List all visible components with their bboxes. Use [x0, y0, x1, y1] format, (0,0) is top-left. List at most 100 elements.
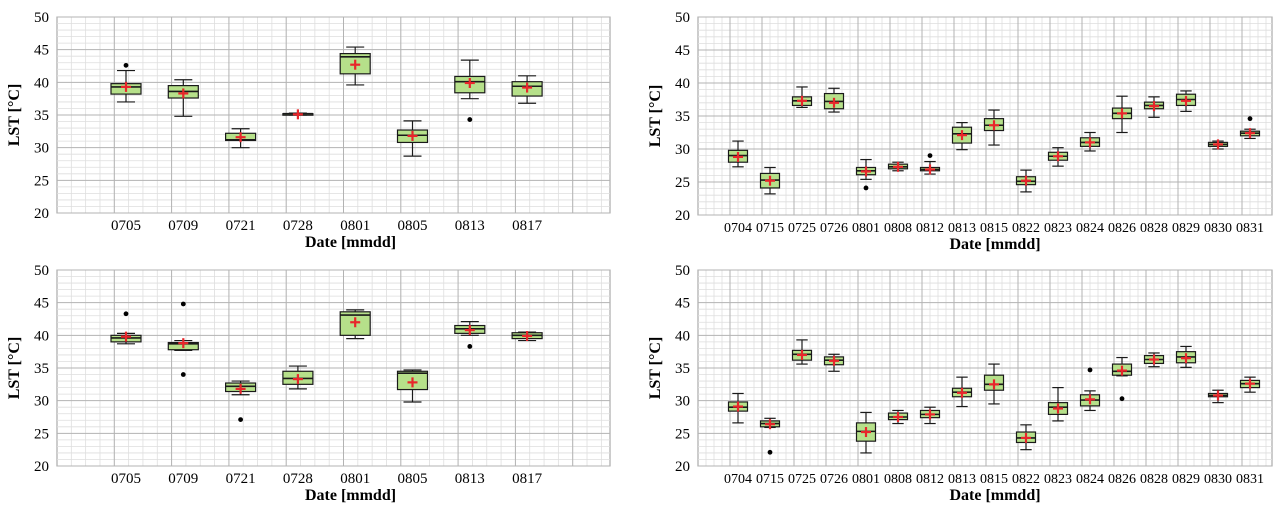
y-axis-label: LST [°C]	[647, 337, 664, 400]
y-tick-label: 25	[675, 426, 690, 442]
outlier-point	[863, 185, 869, 191]
box-0826	[1111, 356, 1133, 402]
box-0808	[887, 161, 909, 172]
x-tick-label: 0721	[226, 471, 256, 487]
box-0801	[339, 46, 371, 86]
box-0829	[1175, 90, 1197, 112]
y-tick-label: 30	[34, 394, 49, 410]
x-tick-label: 0725	[788, 472, 816, 487]
box-0801	[855, 158, 877, 191]
x-tick-label: 0817	[512, 471, 543, 487]
x-tick-label: 0829	[1172, 221, 1200, 236]
x-tick-label: 0728	[283, 471, 313, 487]
outlier-point	[180, 301, 186, 307]
box-0812	[919, 153, 941, 175]
y-tick-label: 40	[34, 328, 49, 344]
box-0728	[282, 109, 314, 120]
y-tick-label: 50	[34, 263, 49, 279]
y-tick-label: 45	[34, 296, 49, 312]
x-tick-label: 0828	[1140, 472, 1168, 487]
x-tick-label: 0826	[1108, 472, 1136, 487]
box-0823	[1047, 147, 1069, 167]
x-tick-label: 0824	[1076, 472, 1104, 487]
y-tick-label: 35	[34, 361, 49, 377]
box-0725	[791, 339, 813, 365]
x-tick-label: 0805	[398, 471, 428, 487]
outlier-point	[1247, 116, 1253, 122]
x-tick-label: 0715	[756, 472, 784, 487]
x-tick-label: 0822	[1012, 221, 1040, 236]
box-0721	[225, 380, 257, 423]
box-0728	[282, 365, 314, 390]
box-0801	[855, 411, 877, 454]
box-0830	[1207, 389, 1229, 404]
x-tick-label: 0823	[1044, 221, 1072, 236]
x-tick-label: 0812	[916, 221, 944, 236]
x-axis-label: Date [mmdd]	[305, 234, 396, 251]
box-0801	[339, 309, 371, 340]
box-0824	[1079, 367, 1101, 412]
y-tick-label: 20	[675, 459, 690, 475]
box-0831	[1239, 116, 1261, 140]
x-tick-label: 0725	[788, 221, 816, 236]
box-0823	[1047, 387, 1069, 422]
x-tick-label: 0726	[820, 221, 848, 236]
box-0704	[727, 140, 749, 168]
x-tick-label: 0801	[852, 221, 880, 236]
x-tick-label: 0808	[884, 472, 912, 487]
x-tick-label: 0831	[1236, 221, 1264, 236]
box-0805	[396, 120, 429, 157]
x-tick-label: 0830	[1204, 221, 1232, 236]
outlier-point	[767, 449, 773, 455]
x-tick-label: 0813	[948, 221, 976, 236]
box-0726	[823, 87, 845, 113]
x-tick-label: 0813	[455, 471, 485, 487]
x-tick-label: 0728	[283, 218, 313, 234]
x-tick-label: 0829	[1172, 472, 1200, 487]
box-0721	[225, 128, 257, 149]
box-0830	[1207, 139, 1229, 150]
box-0726	[823, 353, 845, 372]
outlier-point	[467, 344, 473, 349]
y-tick-label: 40	[34, 75, 49, 91]
box-0705	[110, 311, 142, 345]
x-axis-label: Date [mmdd]	[949, 236, 1040, 253]
y-tick-label: 50	[675, 10, 690, 26]
box-0704	[727, 392, 749, 424]
outlier-point	[123, 62, 129, 68]
y-axis-label: LST [°C]	[647, 85, 664, 148]
outlier-point	[123, 311, 129, 317]
x-tick-label: 0805	[398, 218, 428, 234]
box-0815	[983, 109, 1005, 146]
x-tick-label: 0828	[1140, 221, 1168, 236]
x-tick-label: 0801	[852, 472, 880, 487]
y-tick-label: 50	[34, 10, 49, 26]
box-0813	[951, 376, 973, 408]
x-tick-label: 0815	[980, 221, 1008, 236]
outlier-point	[927, 153, 933, 159]
y-tick-label: 35	[34, 108, 49, 124]
x-tick-label: 0813	[455, 218, 485, 234]
box-0815	[983, 363, 1005, 405]
x-tick-label: 0726	[820, 472, 848, 487]
chart-1: 20 25 30 35 40 45 50 LST [°C] 0705 0709 0721 0728 08…	[6, 10, 611, 251]
box-0705	[110, 62, 142, 103]
chart-3: 20 25 30 35 40 45 50 LST [°C] 0705 0709 0721 0728 08…	[6, 263, 611, 504]
y-tick-label: 35	[675, 109, 690, 125]
outlier-point	[1119, 396, 1125, 402]
box-0805	[396, 369, 429, 403]
box-0709	[167, 301, 199, 377]
box-0813	[454, 59, 486, 122]
x-tick-label: 0709	[168, 218, 198, 234]
box-0826	[1111, 95, 1133, 134]
box-0822	[1015, 169, 1037, 193]
outlier-point	[238, 417, 244, 423]
x-tick-label: 0831	[1236, 472, 1264, 487]
x-tick-label: 0823	[1044, 472, 1072, 487]
y-tick-label: 25	[34, 426, 49, 442]
chart-2: 20 25 30 35 40 45 50 LST [°C] 0704 0715 0725 0726 08…	[647, 10, 1273, 253]
x-tick-label: 0812	[916, 472, 944, 487]
y-tick-label: 45	[675, 296, 690, 312]
box-0817	[511, 330, 543, 342]
